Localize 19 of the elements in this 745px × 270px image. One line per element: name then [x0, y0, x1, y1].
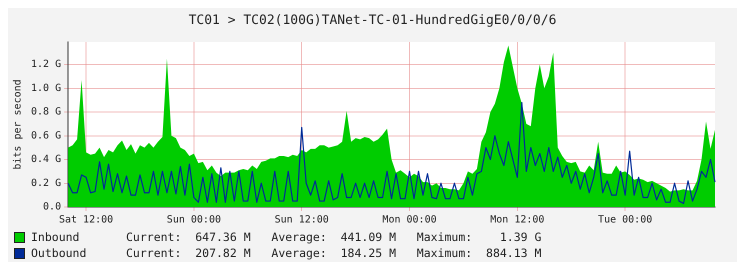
y-tick-label: 0.2 G — [30, 178, 62, 189]
legend-label: Outbound — [31, 245, 88, 261]
y-tick-label: 1.0 G — [30, 82, 62, 94]
x-tick-label: Sat 12:00 — [58, 214, 114, 226]
chart-title: TC01 > TC02(100G)TANet-TC-01-HundredGigE0/0/0/6 — [188, 12, 558, 30]
y-tick-label: 0.0 — [43, 202, 62, 213]
y-axis-title: bits per second — [12, 79, 24, 170]
x-tick-label: Mon 00:00 — [382, 214, 437, 226]
x-tick-label: Mon 12:00 — [490, 214, 544, 226]
text: Current: 207.82 M Average: 184.25 M Maximum: 884.13 M — [126, 245, 542, 261]
y-tick-label: 0.6 G — [30, 130, 62, 142]
x-tick-label: Sun 12:00 — [274, 214, 329, 226]
y-tick-label: 1.2 G — [30, 59, 62, 70]
y-tick-label: 0.4 G — [30, 154, 62, 166]
legend-label: Inbound — [31, 229, 80, 245]
y-tick-label: 0.8 G — [30, 106, 62, 118]
text: Current: 647.36 M Average: 441.09 M Maximum: 1.39 G — [126, 229, 542, 245]
x-tick-label: Tue 00:00 — [598, 214, 652, 226]
x-tick-label: Sun 00:00 — [166, 214, 221, 226]
